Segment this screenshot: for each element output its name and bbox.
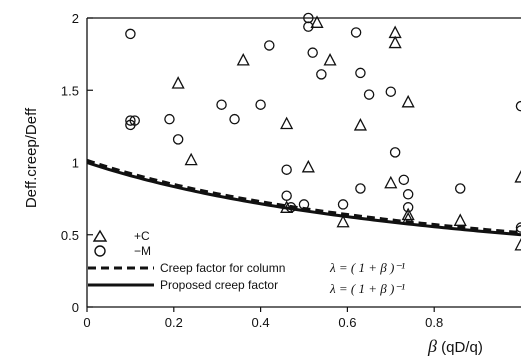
data-point-plus-c: [388, 35, 402, 49]
y-tick-label: 0: [72, 300, 79, 315]
data-point-plus-c: [384, 175, 398, 189]
data-point-minus-m: [515, 225, 521, 236]
data-point-plus-c: [514, 237, 521, 251]
data-point-plus-c: [184, 152, 198, 166]
data-point-minus-m: [402, 189, 414, 200]
y-axis-title: Deff.creep/Deff: [23, 107, 40, 208]
data-point-minus-m: [264, 40, 275, 51]
data-point-minus-m: [515, 100, 521, 112]
data-point-plus-c: [280, 116, 294, 130]
data-point-minus-m: [129, 115, 140, 126]
data-point-plus-c: [401, 94, 415, 108]
legend-label-proposed-creep-factor: Proposed creep factor: [160, 278, 278, 292]
x-axis-title-unit: (qD/q): [437, 339, 483, 356]
data-point-minus-m: [350, 27, 362, 38]
data-point-minus-m: [355, 183, 366, 194]
x-axis-title: β (qD/q): [427, 336, 483, 356]
data-point-minus-m: [216, 99, 227, 110]
data-point-minus-m: [303, 21, 314, 32]
data-point-minus-m: [402, 202, 414, 213]
data-points: [125, 12, 521, 251]
data-point-plus-c: [236, 53, 250, 66]
data-point-minus-m: [337, 199, 349, 210]
data-point-minus-m: [398, 174, 410, 186]
data-point-minus-m: [363, 89, 375, 100]
y-tick-label: 1.5: [61, 83, 79, 98]
data-point-minus-m: [316, 69, 327, 80]
legend-label-creep-factor-column: Creep factor for column: [160, 261, 285, 275]
data-point-minus-m: [255, 99, 266, 110]
data-point-plus-c: [301, 159, 315, 173]
data-point-plus-c: [171, 76, 185, 89]
data-point-minus-m: [172, 134, 184, 145]
data-point-plus-c: [401, 211, 415, 225]
data-point-minus-m: [164, 113, 175, 125]
legend: +C −M Creep factor for column λ = ( 1 + …: [88, 229, 405, 296]
data-point-minus-m: [515, 222, 521, 233]
x-axis-title-symbol: β: [427, 336, 437, 356]
proposed-creep-factor-curve: [86, 161, 521, 237]
data-point-minus-m: [307, 47, 318, 58]
y-tick-label: 2: [72, 11, 79, 26]
data-point-minus-m: [454, 183, 466, 194]
data-point-minus-m: [125, 28, 136, 40]
data-point-minus-m: [229, 113, 240, 125]
x-tick-label: 0.6: [338, 315, 356, 330]
legend-formula-column: λ = ( 1 + β )⁻¹: [329, 260, 405, 275]
data-point-plus-c: [310, 15, 324, 28]
legend-label-minus-m: −M: [134, 244, 151, 258]
data-point-minus-m: [125, 115, 136, 126]
data-point-minus-m: [389, 147, 401, 158]
legend-triangle-marker: [92, 229, 108, 242]
data-point-plus-c: [280, 200, 294, 213]
y-tick-label: 0.5: [61, 228, 79, 243]
data-point-plus-c: [401, 207, 415, 221]
data-point-plus-c: [514, 170, 521, 183]
legend-circle-marker: [94, 245, 106, 257]
data-point-plus-c: [323, 53, 337, 66]
legend-formula-proposed: λ = ( 1 + β )⁻¹: [329, 281, 405, 296]
x-tick-label: 0.8: [425, 315, 443, 330]
y-tick-label: 1: [72, 156, 79, 171]
x-tick-label: 0.2: [165, 315, 183, 330]
data-point-minus-m: [385, 86, 397, 97]
x-tick-label: 0: [83, 315, 90, 330]
data-point-minus-m: [285, 202, 297, 213]
legend-label-plus-c: +C: [134, 229, 150, 243]
data-point-plus-c: [453, 213, 467, 226]
data-point-plus-c: [353, 118, 367, 131]
data-point-minus-m: [281, 164, 292, 175]
data-point-minus-m: [298, 199, 310, 210]
data-point-minus-m: [355, 67, 366, 79]
x-tick-label: 0.4: [252, 315, 270, 330]
data-point-minus-m: [281, 190, 292, 201]
data-point-plus-c: [336, 214, 350, 228]
